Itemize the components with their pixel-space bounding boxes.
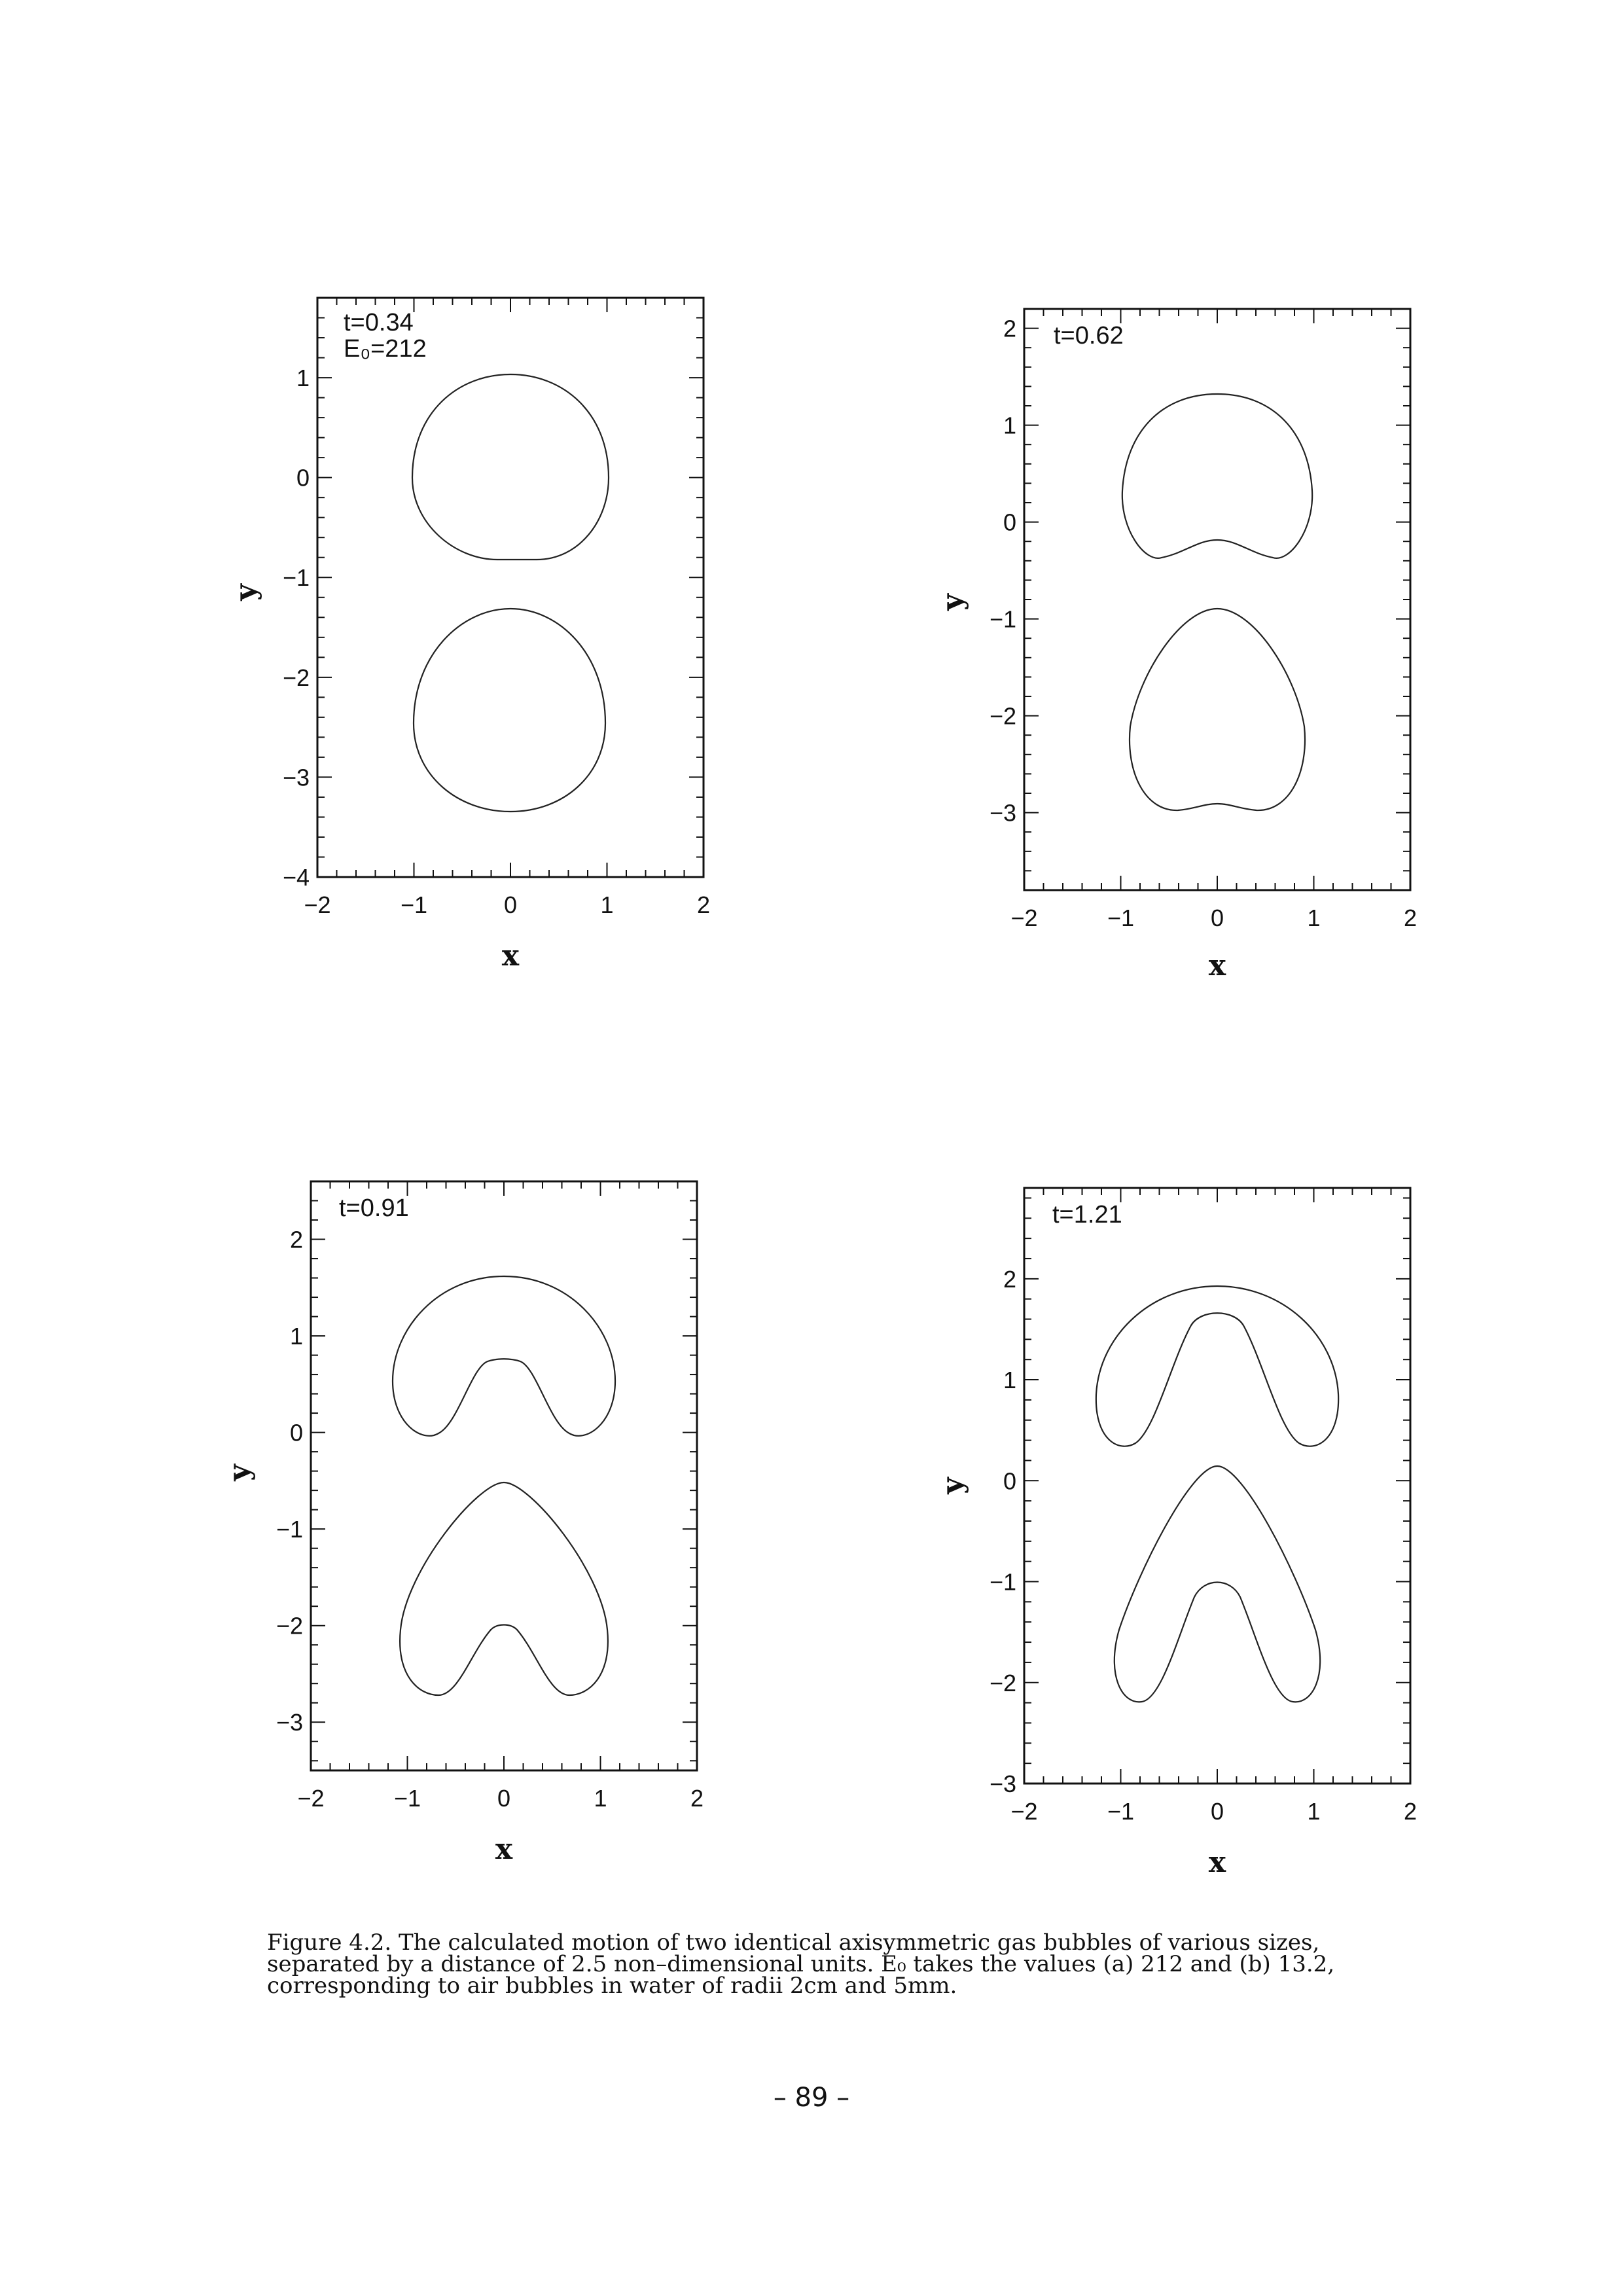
- x-tick-label: 1: [1307, 1798, 1320, 1825]
- y-tick-label: −1: [283, 564, 310, 591]
- bubble-lower: [412, 607, 607, 813]
- panel-t034-svg: −2 −1 0 1 2 1 0 −1 −2 −3 −4 t=0.34 E₀=212 x y: [229, 296, 710, 973]
- x-tick-label: 0: [1211, 1798, 1224, 1825]
- y-tick-label: −1: [990, 606, 1016, 633]
- x-tick-label: 1: [1307, 905, 1320, 931]
- y-tick-label: 0: [290, 1420, 303, 1446]
- x-axis-label: x: [502, 939, 520, 973]
- x-tick-label: 1: [600, 891, 613, 918]
- x-tick-label: −2: [304, 891, 330, 918]
- eo-label: E₀=212: [344, 335, 427, 363]
- panel-t091-svg: −2 −1 0 1 2 2 1 0 −1 −2 −3 t=0.91 x y: [223, 1180, 704, 1866]
- x-axis-label: x: [1209, 1846, 1226, 1879]
- x-axis-label: x: [1209, 949, 1226, 982]
- y-tick-label: 1: [1003, 1367, 1016, 1393]
- bubble-lower: [399, 1481, 609, 1696]
- x-tick-label: −1: [1107, 905, 1134, 931]
- y-tick-label: 0: [1003, 509, 1016, 536]
- y-axis-label: y: [236, 583, 262, 601]
- y-tick-label: −2: [990, 703, 1016, 730]
- axes-box: [316, 296, 705, 878]
- x-axis-label: x: [495, 1833, 513, 1866]
- x-tick-label: 2: [1404, 905, 1417, 931]
- y-tick-label: 0: [1003, 1467, 1016, 1494]
- page-number: – 89 –: [773, 2083, 850, 2113]
- caption-line: Figure 4.2. The calculated motion of two…: [267, 1929, 1320, 1956]
- y-tick-label: −2: [283, 664, 310, 691]
- y-tick-label: −2: [276, 1613, 303, 1640]
- y-tick-label: −1: [990, 1569, 1016, 1596]
- x-tick-label: −1: [1107, 1798, 1134, 1825]
- axes-box: [1023, 308, 1412, 891]
- time-label: t=0.91: [339, 1194, 409, 1222]
- time-label: t=1.21: [1052, 1201, 1122, 1229]
- y-tick-label: 1: [1003, 412, 1016, 439]
- y-tick-label: −3: [990, 800, 1016, 827]
- bubble-upper: [1121, 393, 1313, 559]
- x-tick-label: 1: [594, 1785, 607, 1812]
- y-axis-label: y: [942, 1477, 969, 1495]
- y-tick-label: −2: [990, 1670, 1016, 1696]
- axes-box: [1023, 1187, 1412, 1785]
- x-tick-label: −2: [297, 1785, 324, 1812]
- y-tick-label: −4: [283, 864, 310, 891]
- x-tick-label: 0: [504, 891, 517, 918]
- axes-box: [310, 1180, 698, 1772]
- bubble-upper: [1095, 1285, 1340, 1447]
- x-tick-label: 0: [497, 1785, 510, 1812]
- panel-t034: −2 −1 0 1 2 1 0 −1 −2 −3 −4 t=0.34 E₀=212 x y: [229, 288, 759, 1024]
- x-tick-label: −1: [394, 1785, 421, 1812]
- y-axis-label: y: [229, 1463, 256, 1482]
- y-tick-label: 2: [1003, 315, 1016, 342]
- y-tick-label: 2: [290, 1227, 303, 1253]
- y-tick-label: −3: [283, 764, 310, 791]
- bubble-upper: [411, 373, 610, 561]
- x-tick-label: 2: [690, 1785, 704, 1812]
- time-label: t=0.34: [344, 309, 414, 336]
- y-tick-label: 1: [290, 1323, 303, 1350]
- x-tick-label: 2: [697, 891, 710, 918]
- x-tick-label: −1: [401, 891, 427, 918]
- x-tick-label: 2: [1404, 1798, 1417, 1825]
- y-tick-label: −3: [990, 1770, 1016, 1797]
- figure-caption: Figure 4.2. The calculated motion of two…: [267, 1929, 1445, 1999]
- y-tick-label: 0: [296, 465, 310, 492]
- y-axis-label: y: [942, 593, 969, 611]
- caption-line: separated by a distance of 2.5 non–dimen…: [267, 1951, 1335, 1977]
- caption-line: corresponding to air bubbles in water of…: [267, 1973, 957, 1999]
- x-tick-label: 0: [1211, 905, 1224, 931]
- x-tick-label: −2: [1010, 905, 1037, 931]
- bubble-lower: [1113, 1465, 1321, 1703]
- bubble-lower: [1128, 607, 1306, 812]
- time-label: t=0.62: [1054, 322, 1124, 350]
- y-tick-label: 2: [1003, 1266, 1016, 1293]
- y-tick-label: −3: [276, 1709, 303, 1736]
- panel-t091: −2 −1 0 1 2 2 1 0 −1 −2 −3 t=0.91 x y: [223, 1172, 753, 1907]
- y-tick-label: −1: [276, 1516, 303, 1543]
- bubble-upper: [391, 1275, 616, 1437]
- x-tick-label: −2: [1010, 1798, 1037, 1825]
- panel-t062: −2 −1 0 1 2 2 1 0 −1 −2 −3 t=0.62 x y: [936, 295, 1466, 1030]
- panel-t062-svg: −2 −1 0 1 2 2 1 0 −1 −2 −3 t=0.62 x y: [936, 308, 1417, 982]
- y-tick-label: 1: [296, 365, 310, 391]
